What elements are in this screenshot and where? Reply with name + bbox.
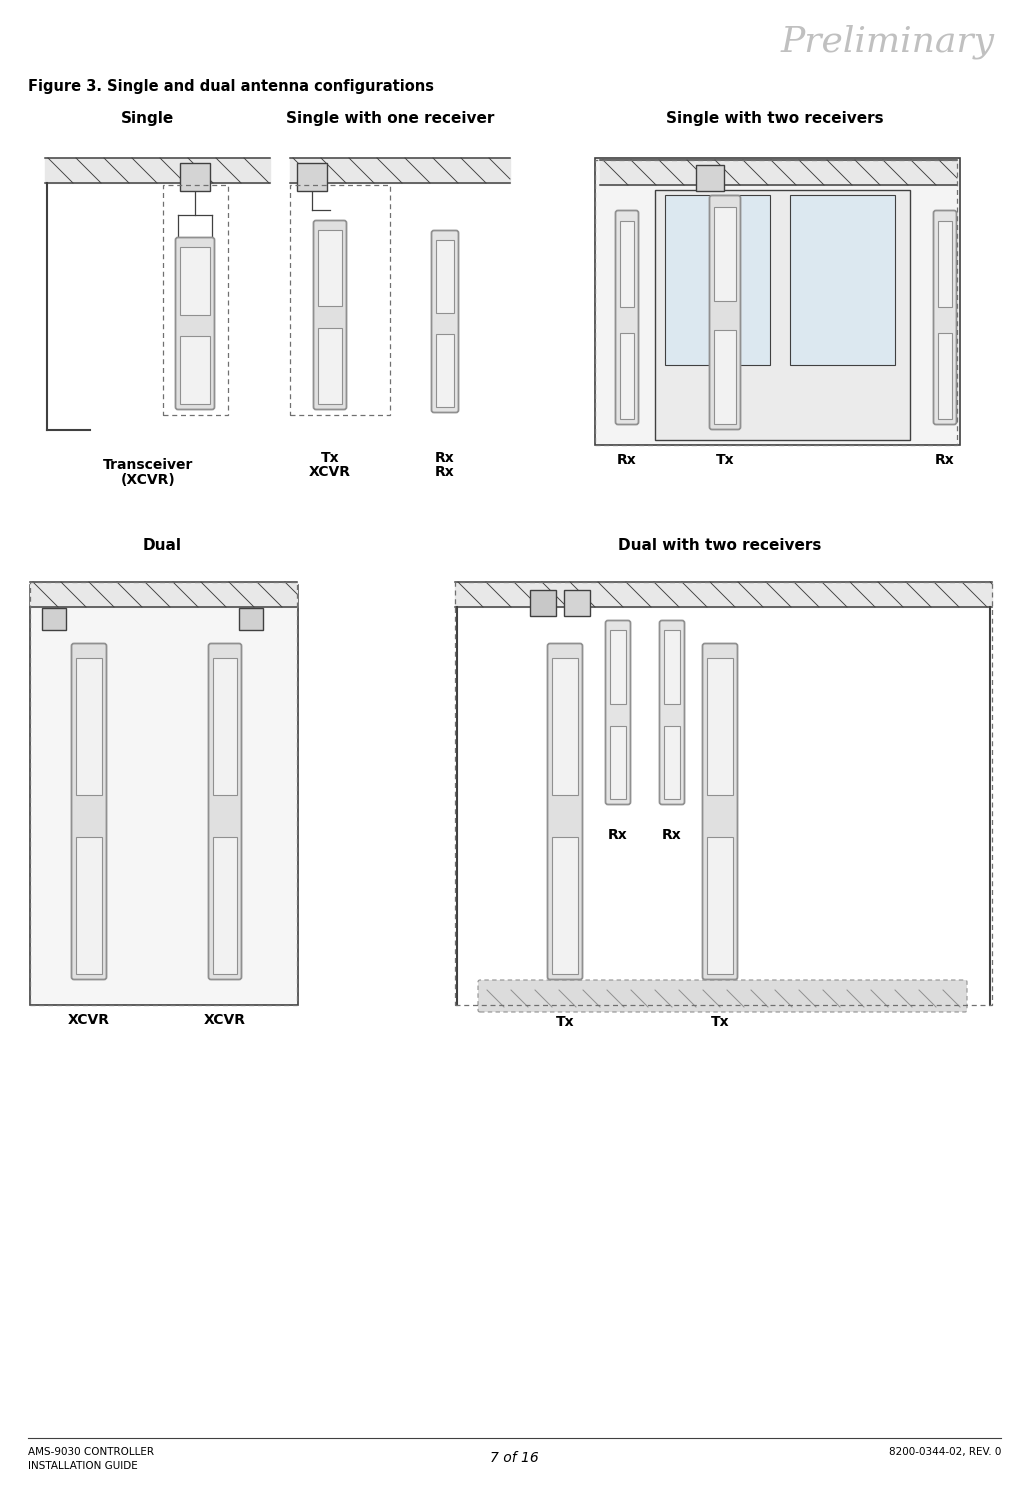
Text: Tx: Tx xyxy=(711,1015,730,1029)
FancyBboxPatch shape xyxy=(547,644,582,980)
Text: Single with one receiver: Single with one receiver xyxy=(286,110,494,125)
Text: 7 of 16: 7 of 16 xyxy=(490,1451,538,1466)
Text: (XCVR): (XCVR) xyxy=(120,473,175,488)
Bar xyxy=(180,163,210,191)
Bar xyxy=(707,658,733,795)
Bar xyxy=(76,658,102,795)
Bar xyxy=(290,185,390,414)
Bar xyxy=(938,221,952,307)
Text: INSTALLATION GUIDE: INSTALLATION GUIDE xyxy=(28,1461,138,1472)
Text: Tx: Tx xyxy=(321,450,340,465)
Text: Dual with two receivers: Dual with two receivers xyxy=(618,537,822,553)
Text: Dual: Dual xyxy=(142,537,181,553)
Bar xyxy=(213,836,237,974)
Text: Tx: Tx xyxy=(556,1015,574,1029)
Bar xyxy=(620,332,634,419)
Bar xyxy=(610,631,626,704)
FancyBboxPatch shape xyxy=(933,210,957,425)
Bar xyxy=(595,160,957,444)
Bar xyxy=(620,221,634,307)
Text: Transceiver: Transceiver xyxy=(103,458,193,473)
Bar xyxy=(595,158,960,444)
FancyBboxPatch shape xyxy=(314,221,347,410)
Text: Preliminary: Preliminary xyxy=(781,25,995,60)
FancyBboxPatch shape xyxy=(605,620,631,805)
Text: AMS-9030 CONTROLLER: AMS-9030 CONTROLLER xyxy=(28,1446,154,1457)
FancyBboxPatch shape xyxy=(431,231,459,413)
Text: Single with two receivers: Single with two receivers xyxy=(666,110,884,125)
FancyBboxPatch shape xyxy=(703,644,738,980)
Bar xyxy=(30,581,297,1005)
Bar xyxy=(665,195,770,365)
Bar xyxy=(180,248,210,316)
Text: Figure 3. Single and dual antenna configurations: Figure 3. Single and dual antenna config… xyxy=(28,79,434,94)
Bar xyxy=(318,328,342,404)
FancyBboxPatch shape xyxy=(209,644,242,980)
FancyBboxPatch shape xyxy=(478,980,967,1012)
Text: Tx: Tx xyxy=(716,453,735,467)
Bar xyxy=(790,195,895,365)
Text: Rx: Rx xyxy=(617,453,637,467)
Text: XCVR: XCVR xyxy=(204,1012,246,1027)
Text: Single: Single xyxy=(121,110,175,125)
Text: Rx: Rx xyxy=(608,828,628,842)
Bar xyxy=(436,240,454,313)
Text: Rx: Rx xyxy=(935,453,955,467)
Bar xyxy=(564,590,590,616)
FancyBboxPatch shape xyxy=(710,195,741,429)
Bar xyxy=(664,726,680,799)
Bar xyxy=(239,608,263,631)
Bar xyxy=(297,163,327,191)
Bar xyxy=(714,330,736,423)
FancyBboxPatch shape xyxy=(615,210,639,425)
Bar xyxy=(213,658,237,795)
Bar xyxy=(655,189,910,440)
Text: XCVR: XCVR xyxy=(309,465,351,479)
Bar xyxy=(664,631,680,704)
Bar xyxy=(436,334,454,407)
Bar xyxy=(455,581,992,1005)
Bar xyxy=(163,185,228,414)
FancyBboxPatch shape xyxy=(71,644,106,980)
FancyBboxPatch shape xyxy=(660,620,684,805)
Text: Rx: Rx xyxy=(435,450,455,465)
Bar xyxy=(707,836,733,974)
Bar xyxy=(530,590,556,616)
Text: XCVR: XCVR xyxy=(68,1012,110,1027)
Text: Rx: Rx xyxy=(662,828,682,842)
Bar xyxy=(42,608,66,631)
Bar xyxy=(696,166,724,191)
FancyBboxPatch shape xyxy=(176,237,214,410)
Bar xyxy=(714,207,736,301)
Text: Rx: Rx xyxy=(435,465,455,479)
Bar xyxy=(938,332,952,419)
Bar xyxy=(552,836,578,974)
Bar xyxy=(180,335,210,404)
Bar xyxy=(76,836,102,974)
Bar xyxy=(318,231,342,306)
Bar xyxy=(552,658,578,795)
Bar xyxy=(30,584,298,1005)
Text: 8200-0344-02, REV. 0: 8200-0344-02, REV. 0 xyxy=(889,1446,1001,1457)
Bar xyxy=(610,726,626,799)
